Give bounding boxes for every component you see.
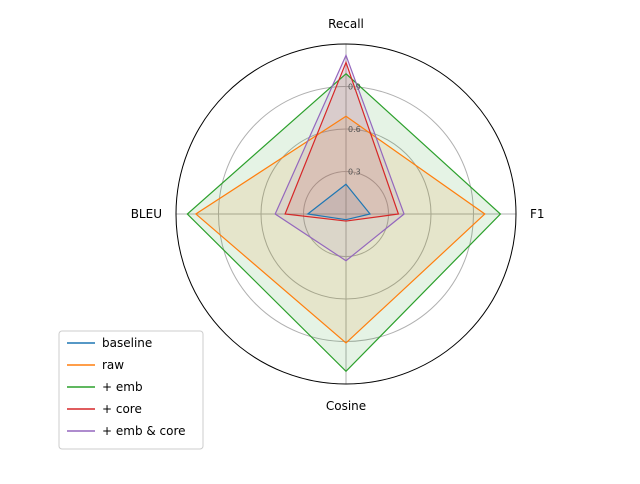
legend-label: + core <box>102 402 142 416</box>
series-fill <box>307 184 371 220</box>
series-line <box>274 53 405 262</box>
axis-labels: 0.3 0.6 0.9 Recall F1 Cosine BLEU <box>131 17 545 413</box>
radial-tick-label: 0.9 <box>348 83 361 92</box>
legend-label: + emb & core <box>102 424 186 438</box>
outer-frame <box>175 43 517 385</box>
series-line <box>194 115 486 344</box>
radial-tick-label: 0.6 <box>348 125 361 134</box>
series-fill <box>275 55 405 261</box>
axis-label: F1 <box>530 207 545 221</box>
legend-box <box>58 330 204 450</box>
series-fill <box>187 73 501 372</box>
axis-label: Recall <box>328 17 364 31</box>
legend-label: baseline <box>102 336 152 350</box>
series-layer <box>186 53 502 373</box>
series-fill <box>195 116 485 343</box>
legend-label: raw <box>102 358 124 372</box>
legend: baseline raw + emb + core + emb & core <box>58 330 204 450</box>
legend-label: + emb <box>102 380 143 394</box>
series-line <box>186 72 502 373</box>
series-line <box>284 60 400 222</box>
axis-label: Cosine <box>326 399 366 413</box>
radial-grid <box>176 44 516 384</box>
series-line <box>306 183 372 221</box>
axis-label: BLEU <box>131 207 162 221</box>
radial-tick-label: 0.3 <box>348 168 361 177</box>
series-fill <box>285 62 399 222</box>
